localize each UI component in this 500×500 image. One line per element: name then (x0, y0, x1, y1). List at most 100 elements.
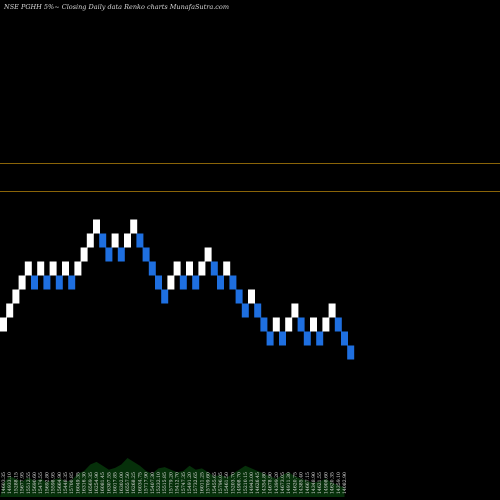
price-label-34: 15455.65 (212, 472, 218, 494)
price-label-3: 15677.95 (20, 472, 26, 494)
price-label-32: 16011.25 (199, 472, 205, 494)
renko-brick-55 (341, 331, 348, 346)
renko-brick-4 (24, 261, 32, 276)
reference-lines (0, 163, 500, 192)
renko-brick-19 (117, 247, 125, 262)
renko-brick-25 (155, 275, 162, 290)
price-label-27: 15779.20 (168, 472, 174, 494)
price-label-5: 15690.60 (32, 472, 38, 494)
price-labels: 14603.35 14933.10 15288.15 15677.95 15512.55… (1, 472, 348, 494)
renko-brick-18 (111, 233, 119, 248)
renko-bricks (0, 219, 355, 360)
renko-brick-24 (148, 261, 156, 276)
renko-brick-13 (80, 247, 88, 262)
renko-brick-29 (179, 275, 187, 290)
price-label-42: 14354.80 (261, 472, 267, 494)
renko-brick-48 (297, 317, 305, 332)
price-label-1: 14933.10 (7, 472, 13, 494)
renko-brick-23 (142, 247, 150, 262)
price-label-16: 16081.45 (100, 472, 106, 494)
price-label-41: 14626.45 (255, 472, 261, 494)
chart-title: NSE PGHH 5%~ Closing Daily data Renko ch… (3, 3, 229, 11)
price-label-37: 15203.70 (230, 472, 236, 494)
renko-brick-27 (167, 275, 175, 290)
renko-brick-11 (68, 275, 76, 290)
price-label-9: 15664.90 (57, 472, 63, 494)
renko-brick-47 (291, 303, 299, 318)
price-label-44: 14399.20 (274, 472, 280, 494)
renko-brick-53 (328, 303, 336, 318)
renko-brick-22 (136, 233, 144, 248)
price-label-40: 14943.00 (249, 472, 255, 494)
renko-brick-12 (74, 261, 82, 276)
renko-brick-20 (124, 233, 131, 248)
renko-brick-14 (86, 233, 94, 248)
price-label-50: 14348.90 (311, 472, 317, 494)
price-label-43: 14678.90 (268, 472, 274, 494)
price-label-31: 15732.65 (193, 472, 199, 494)
renko-brick-3 (18, 275, 26, 290)
renko-brick-38 (235, 289, 243, 304)
renko-brick-35 (217, 275, 224, 290)
renko-brick-10 (62, 261, 69, 276)
price-label-17: 16307.55 (106, 472, 112, 494)
price-label-11: 15700.85 (69, 472, 75, 494)
renko-brick-36 (223, 261, 231, 276)
renko-brick-16 (99, 233, 107, 248)
renko-brick-43 (266, 331, 274, 346)
price-label-12: 16049.35 (75, 472, 81, 494)
price-label-24: 15407.30 (150, 472, 156, 494)
renko-brick-15 (93, 219, 100, 234)
price-label-54: 14359.10 (336, 472, 342, 494)
price-label-36: 15461.50 (224, 472, 230, 494)
price-label-20: 16557.50 (125, 472, 131, 494)
price-label-49: 14667.15 (305, 472, 311, 494)
price-label-39: 15210.15 (243, 472, 249, 494)
price-label-45: 14673.05 (280, 472, 286, 494)
price-label-33: 15709.60 (206, 472, 212, 494)
price-label-46: 14911.30 (286, 472, 292, 494)
price-label-51: 14621.55 (317, 472, 323, 494)
renko-brick-50 (310, 317, 317, 332)
renko-brick-49 (303, 331, 311, 346)
renko-brick-33 (204, 247, 212, 262)
renko-brick-17 (105, 247, 113, 262)
price-label-48: 14385.40 (299, 472, 305, 494)
renko-brick-7 (43, 275, 51, 290)
volume-area (0, 458, 345, 497)
price-label-53: 14620.35 (330, 472, 336, 494)
price-label-29: 15747.35 (181, 472, 187, 494)
renko-brick-2 (12, 289, 20, 304)
price-label-18: 16017.85 (113, 472, 119, 494)
renko-brick-46 (285, 317, 293, 332)
renko-brick-51 (316, 331, 324, 346)
renko-brick-41 (254, 303, 262, 318)
price-label-6: 15474.55 (38, 472, 44, 494)
price-label-23: 15717.90 (144, 472, 150, 494)
volume-fill (0, 458, 345, 497)
renko-brick-0 (0, 317, 7, 332)
renko-brick-52 (322, 317, 330, 332)
renko-brick-42 (260, 317, 268, 332)
renko-brick-37 (229, 275, 237, 290)
price-label-19: 16302.00 (119, 472, 125, 494)
price-label-10: 15448.35 (63, 472, 69, 494)
renko-brick-9 (55, 275, 63, 290)
renko-brick-6 (37, 261, 45, 276)
price-label-8: 15598.95 (51, 472, 57, 494)
price-label-30: 15491.20 (187, 472, 193, 494)
price-label-35: 15796.05 (218, 472, 224, 494)
price-label-55: 14082.90 (342, 472, 348, 494)
renko-brick-40 (248, 289, 255, 304)
renko-brick-26 (161, 289, 169, 304)
price-label-26: 15515.85 (162, 472, 168, 494)
price-label-22: 16034.75 (137, 472, 143, 494)
price-label-15: 16254.90 (94, 472, 100, 494)
renko-brick-1 (6, 303, 14, 318)
renko-brick-30 (186, 261, 193, 276)
price-label-47: 14620.75 (292, 472, 298, 494)
renko-brick-5 (31, 275, 38, 290)
renko-brick-56 (347, 345, 355, 360)
renko-brick-54 (334, 317, 342, 332)
